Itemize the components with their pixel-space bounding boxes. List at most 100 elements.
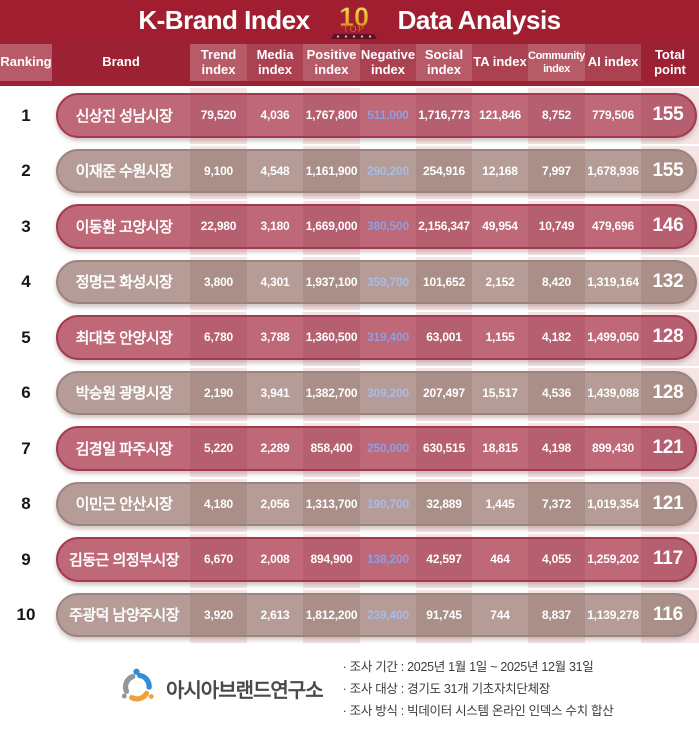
community-cell: 8,837 <box>528 594 585 635</box>
total-point-cell: 121 <box>641 428 695 469</box>
brand-pill: 최대호 안양시장 6,780 3,788 1,360,500 319,400 63,001… <box>56 315 697 360</box>
top10-badge-icon: 10 TOP <box>322 0 386 40</box>
table-row: 10 주광덕 남양주시장 3,920 2,613 1,812,200 239,400 91… <box>0 588 699 643</box>
negative-cell: 290,200 <box>367 163 409 178</box>
brand-name: 정명근 화성시장 <box>75 274 173 292</box>
column-header-row: Ranking Brand Trend index Media index Positi… <box>0 40 699 86</box>
trend-cell: 3,920 <box>190 594 247 635</box>
header-cell-positive: Positive index <box>303 44 360 81</box>
positive-cell: 1,767,800 <box>303 95 360 136</box>
media-cell: 4,548 <box>260 163 290 178</box>
brand-name: 이동환 고양시장 <box>75 218 173 236</box>
brand-pill: 신상진 성남시장 79,520 4,036 1,767,800 511,000 1,716… <box>56 93 697 138</box>
positive-cell: 1,161,900 <box>303 150 360 191</box>
ta-cell: 464 <box>490 552 510 567</box>
ai-cell: 1,019,354 <box>587 496 639 511</box>
table-row: 1 신상진 성남시장 79,520 4,036 1,767,800 511,000 1,7… <box>0 88 699 144</box>
total-point-cell: 128 <box>641 317 695 358</box>
ta-cell: 1,155 <box>485 330 515 345</box>
social-cell: 42,597 <box>416 539 472 580</box>
media-cell: 3,788 <box>260 330 290 345</box>
social-cell: 254,916 <box>416 150 472 191</box>
total-point-cell: 155 <box>641 95 695 136</box>
rank-cell: 3 <box>21 216 31 236</box>
table-row: 8 이민근 안산시장 4,180 2,056 1,313,700 190,700 32,8… <box>0 477 699 532</box>
positive-cell: 1,313,700 <box>303 483 360 524</box>
ta-cell: 2,152 <box>485 274 515 289</box>
brand-pill: 김동근 의정부시장 6,670 2,008 894,900 138,200 42,597 4… <box>56 537 697 582</box>
table-row: 4 정명근 화성시장 3,800 4,301 1,937,100 359,700 101,… <box>0 255 699 310</box>
header-cell-ai: AI index <box>585 44 641 81</box>
header-cell-social: Social index <box>416 44 472 81</box>
negative-cell: 190,700 <box>367 496 409 511</box>
trend-cell: 6,780 <box>190 317 247 358</box>
ta-cell: 12,168 <box>482 163 518 178</box>
rankings-table: 1 신상진 성남시장 79,520 4,036 1,767,800 511,000 1,7… <box>0 88 699 643</box>
ai-cell: 1,319,164 <box>587 274 639 289</box>
trend-cell: 22,980 <box>190 206 247 247</box>
community-cell: 10,749 <box>528 206 585 247</box>
rank-cell: 4 <box>21 272 31 292</box>
brand-name: 이민근 안산시장 <box>75 496 173 514</box>
ai-cell: 779,506 <box>592 108 634 123</box>
trend-cell: 9,100 <box>190 150 247 191</box>
ta-cell: 744 <box>490 607 510 622</box>
badge-word: TOP <box>342 24 364 35</box>
negative-cell: 309,200 <box>367 385 409 400</box>
ta-cell: 121,846 <box>479 108 521 123</box>
title-bar: K-Brand Index 10 TOP <box>0 0 699 40</box>
note-line: · 조사 방식 : 빅데이터 시스템 온라인 인덱스 수치 합산 <box>342 703 614 718</box>
negative-cell: 359,700 <box>367 274 409 289</box>
rank-cell: 6 <box>21 383 31 403</box>
header-cell-total: Total point <box>654 46 686 77</box>
rank-cell: 7 <box>21 438 31 458</box>
table-row: 6 박승원 광명시장 2,190 3,941 1,382,700 309,200 207,… <box>0 366 699 421</box>
brand-name: 김동근 의정부시장 <box>68 551 180 569</box>
social-cell: 32,889 <box>416 483 472 524</box>
media-cell: 2,289 <box>260 441 290 456</box>
social-cell: 207,497 <box>416 372 472 413</box>
rank-cell: 5 <box>21 327 31 347</box>
survey-notes: · 조사 기간 : 2025년 1월 1일 ~ 2025년 12월 31일 · 조… <box>343 656 614 722</box>
community-cell: 4,536 <box>528 372 585 413</box>
org-name: 아시아브랜드연구소 <box>166 680 324 702</box>
trend-cell: 79,520 <box>190 95 247 136</box>
ta-cell: 15,517 <box>482 385 518 400</box>
ai-cell: 1,259,202 <box>587 552 639 567</box>
brand-pill: 이민근 안산시장 4,180 2,056 1,313,700 190,700 32,889… <box>56 481 697 526</box>
total-point-cell: 116 <box>641 594 695 635</box>
total-point-cell: 121 <box>641 483 695 524</box>
ai-cell: 479,696 <box>592 219 634 234</box>
media-cell: 2,613 <box>260 607 290 622</box>
negative-cell: 380,500 <box>367 219 409 234</box>
positive-cell: 1,812,200 <box>303 594 360 635</box>
ai-cell: 1,439,088 <box>587 385 639 400</box>
badge-number: 10 <box>339 2 369 32</box>
negative-cell: 511,000 <box>367 108 409 123</box>
brand-name: 신상진 성남시장 <box>75 107 173 125</box>
rank-cell: 9 <box>21 549 31 569</box>
negative-cell: 138,200 <box>367 552 409 567</box>
header-divider <box>0 86 699 88</box>
header-cell-trend: Trend index <box>190 44 247 81</box>
ta-cell: 18,815 <box>482 441 518 456</box>
ai-cell: 1,499,050 <box>587 330 639 345</box>
footer: 아시아브랜드연구소 · 조사 기간 : 2025년 1월 1일 ~ 2025년 … <box>0 643 699 734</box>
community-cell: 4,055 <box>528 539 585 580</box>
social-cell: 63,001 <box>416 317 472 358</box>
social-cell: 630,515 <box>416 428 472 469</box>
ai-cell: 1,139,278 <box>587 607 639 622</box>
brand-name: 주광덕 남양주시장 <box>68 607 180 625</box>
social-cell: 1,716,773 <box>416 95 472 136</box>
trend-cell: 3,800 <box>190 261 247 302</box>
page-title-left: K-Brand Index <box>138 4 310 35</box>
media-cell: 3,180 <box>260 219 290 234</box>
community-cell: 4,182 <box>528 317 585 358</box>
header-cell-community: Community index <box>528 44 585 81</box>
negative-cell: 319,400 <box>367 330 409 345</box>
total-point-cell: 117 <box>641 539 695 580</box>
media-cell: 4,036 <box>260 108 290 123</box>
positive-cell: 1,937,100 <box>303 261 360 302</box>
brand-name: 최대호 안양시장 <box>75 329 173 347</box>
